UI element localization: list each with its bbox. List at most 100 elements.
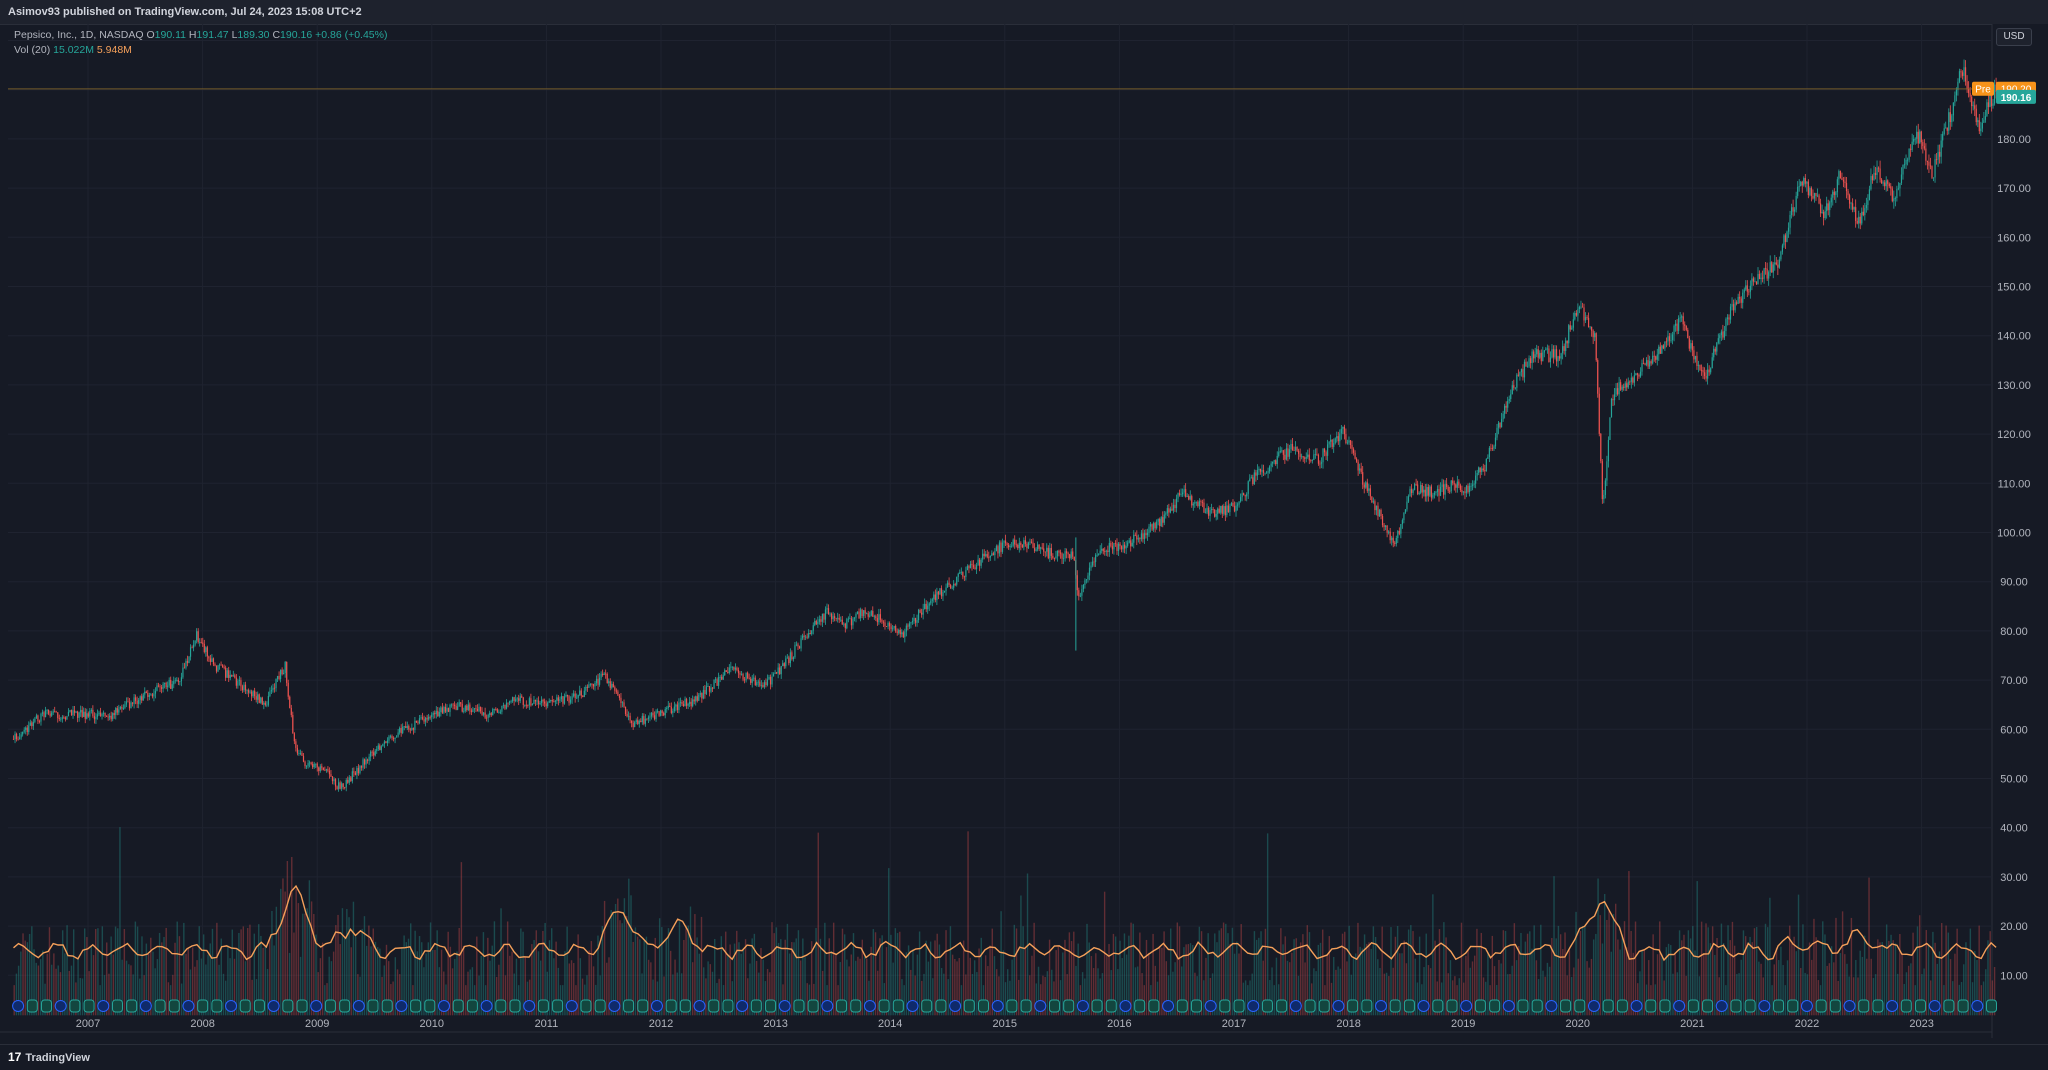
dividend-marker[interactable] — [1630, 1000, 1643, 1012]
earnings-marker[interactable] — [1602, 999, 1614, 1013]
dividend-marker[interactable] — [1800, 1000, 1813, 1012]
symbol-name[interactable]: Pepsico, Inc., 1D, NASDAQ — [14, 29, 144, 41]
tradingview-logo[interactable]: 17 TradingView — [8, 1045, 90, 1070]
earnings-marker[interactable] — [765, 999, 777, 1013]
earnings-marker[interactable] — [1957, 999, 1969, 1013]
earnings-marker[interactable] — [1744, 999, 1756, 1013]
earnings-marker[interactable] — [1176, 999, 1188, 1013]
dividend-marker[interactable] — [1886, 1000, 1899, 1012]
earnings-marker[interactable] — [552, 999, 564, 1013]
earnings-marker[interactable] — [26, 999, 38, 1013]
earnings-marker[interactable] — [1134, 999, 1146, 1013]
earnings-marker[interactable] — [921, 999, 933, 1013]
earnings-marker[interactable] — [1091, 999, 1103, 1013]
earnings-marker[interactable] — [1304, 999, 1316, 1013]
earnings-marker[interactable] — [1474, 999, 1486, 1013]
earnings-marker[interactable] — [1531, 999, 1543, 1013]
earnings-marker[interactable] — [466, 999, 478, 1013]
earnings-marker[interactable] — [1006, 999, 1018, 1013]
dividend-marker[interactable] — [1715, 1000, 1728, 1012]
earnings-marker[interactable] — [1687, 999, 1699, 1013]
earnings-marker[interactable] — [1900, 999, 1912, 1013]
earnings-marker[interactable] — [594, 999, 606, 1013]
earnings-marker[interactable] — [1915, 999, 1927, 1013]
earnings-marker[interactable] — [126, 999, 138, 1013]
dividend-marker[interactable] — [352, 1000, 365, 1012]
earnings-marker[interactable] — [1261, 999, 1273, 1013]
earnings-marker[interactable] — [296, 999, 308, 1013]
dividend-marker[interactable] — [1460, 1000, 1473, 1012]
earnings-marker[interactable] — [750, 999, 762, 1013]
earnings-marker[interactable] — [722, 999, 734, 1013]
earnings-marker[interactable] — [424, 999, 436, 1013]
earnings-marker[interactable] — [40, 999, 52, 1013]
earnings-marker[interactable] — [1943, 999, 1955, 1013]
earnings-marker[interactable] — [836, 999, 848, 1013]
earnings-marker[interactable] — [793, 999, 805, 1013]
dividend-marker[interactable] — [1758, 1000, 1771, 1012]
earnings-marker[interactable] — [1276, 999, 1288, 1013]
dividend-marker[interactable] — [1204, 1000, 1217, 1012]
earnings-marker[interactable] — [1432, 999, 1444, 1013]
earnings-marker[interactable] — [495, 999, 507, 1013]
earnings-marker[interactable] — [381, 999, 393, 1013]
dividend-marker[interactable] — [1673, 1000, 1686, 1012]
earnings-marker[interactable] — [878, 999, 890, 1013]
earnings-marker[interactable] — [935, 999, 947, 1013]
dividend-marker[interactable] — [1076, 1000, 1089, 1012]
earnings-marker[interactable] — [239, 999, 251, 1013]
price-chart[interactable]: 10.0020.0030.0040.0050.0060.0070.0080.00… — [0, 24, 2048, 1038]
earnings-marker[interactable] — [623, 999, 635, 1013]
earnings-marker[interactable] — [324, 999, 336, 1013]
earnings-marker[interactable] — [1318, 999, 1330, 1013]
earnings-marker[interactable] — [580, 999, 592, 1013]
earnings-marker[interactable] — [807, 999, 819, 1013]
earnings-marker[interactable] — [1446, 999, 1458, 1013]
earnings-marker[interactable] — [69, 999, 81, 1013]
dividend-marker[interactable] — [12, 1000, 25, 1012]
dividend-marker[interactable] — [1119, 1000, 1132, 1012]
earnings-marker[interactable] — [1829, 999, 1841, 1013]
earnings-marker[interactable] — [452, 999, 464, 1013]
dividend-marker[interactable] — [182, 1000, 195, 1012]
earnings-marker[interactable] — [1389, 999, 1401, 1013]
earnings-marker[interactable] — [892, 999, 904, 1013]
dividend-marker[interactable] — [395, 1000, 408, 1012]
dividend-marker[interactable] — [1034, 1000, 1047, 1012]
earnings-marker[interactable] — [963, 999, 975, 1013]
earnings-marker[interactable] — [1347, 999, 1359, 1013]
earnings-marker[interactable] — [1858, 999, 1870, 1013]
earnings-marker[interactable] — [282, 999, 294, 1013]
earnings-marker[interactable] — [1233, 999, 1245, 1013]
earnings-marker[interactable] — [1986, 999, 1998, 1013]
earnings-marker[interactable] — [111, 999, 123, 1013]
dividend-marker[interactable] — [1587, 1000, 1600, 1012]
earnings-marker[interactable] — [1659, 999, 1671, 1013]
earnings-marker[interactable] — [1190, 999, 1202, 1013]
dividend-marker[interactable] — [650, 1000, 663, 1012]
earnings-marker[interactable] — [1702, 999, 1714, 1013]
earnings-marker[interactable] — [154, 999, 166, 1013]
earnings-marker[interactable] — [1645, 999, 1657, 1013]
dividend-marker[interactable] — [310, 1000, 323, 1012]
earnings-marker[interactable] — [1787, 999, 1799, 1013]
earnings-marker[interactable] — [637, 999, 649, 1013]
dividend-marker[interactable] — [778, 1000, 791, 1012]
earnings-marker[interactable] — [1872, 999, 1884, 1013]
dividend-marker[interactable] — [1375, 1000, 1388, 1012]
dividend-marker[interactable] — [608, 1000, 621, 1012]
earnings-marker[interactable] — [1048, 999, 1060, 1013]
dividend-marker[interactable] — [906, 1000, 919, 1012]
dividend-marker[interactable] — [1843, 1000, 1856, 1012]
earnings-marker[interactable] — [1489, 999, 1501, 1013]
event-markers[interactable] — [12, 999, 1998, 1013]
dividend-marker[interactable] — [225, 1000, 238, 1012]
chart-area[interactable]: 10.00 20.00 30.00 40.00 50.00 60.00 70.00 80.00… — [0, 24, 2048, 1038]
earnings-marker[interactable] — [367, 999, 379, 1013]
earnings-marker[interactable] — [339, 999, 351, 1013]
dividend-marker[interactable] — [1417, 1000, 1430, 1012]
dividend-marker[interactable] — [1971, 1000, 1984, 1012]
dividend-marker[interactable] — [1928, 1000, 1941, 1012]
dividend-marker[interactable] — [1289, 1000, 1302, 1012]
earnings-marker[interactable] — [253, 999, 265, 1013]
